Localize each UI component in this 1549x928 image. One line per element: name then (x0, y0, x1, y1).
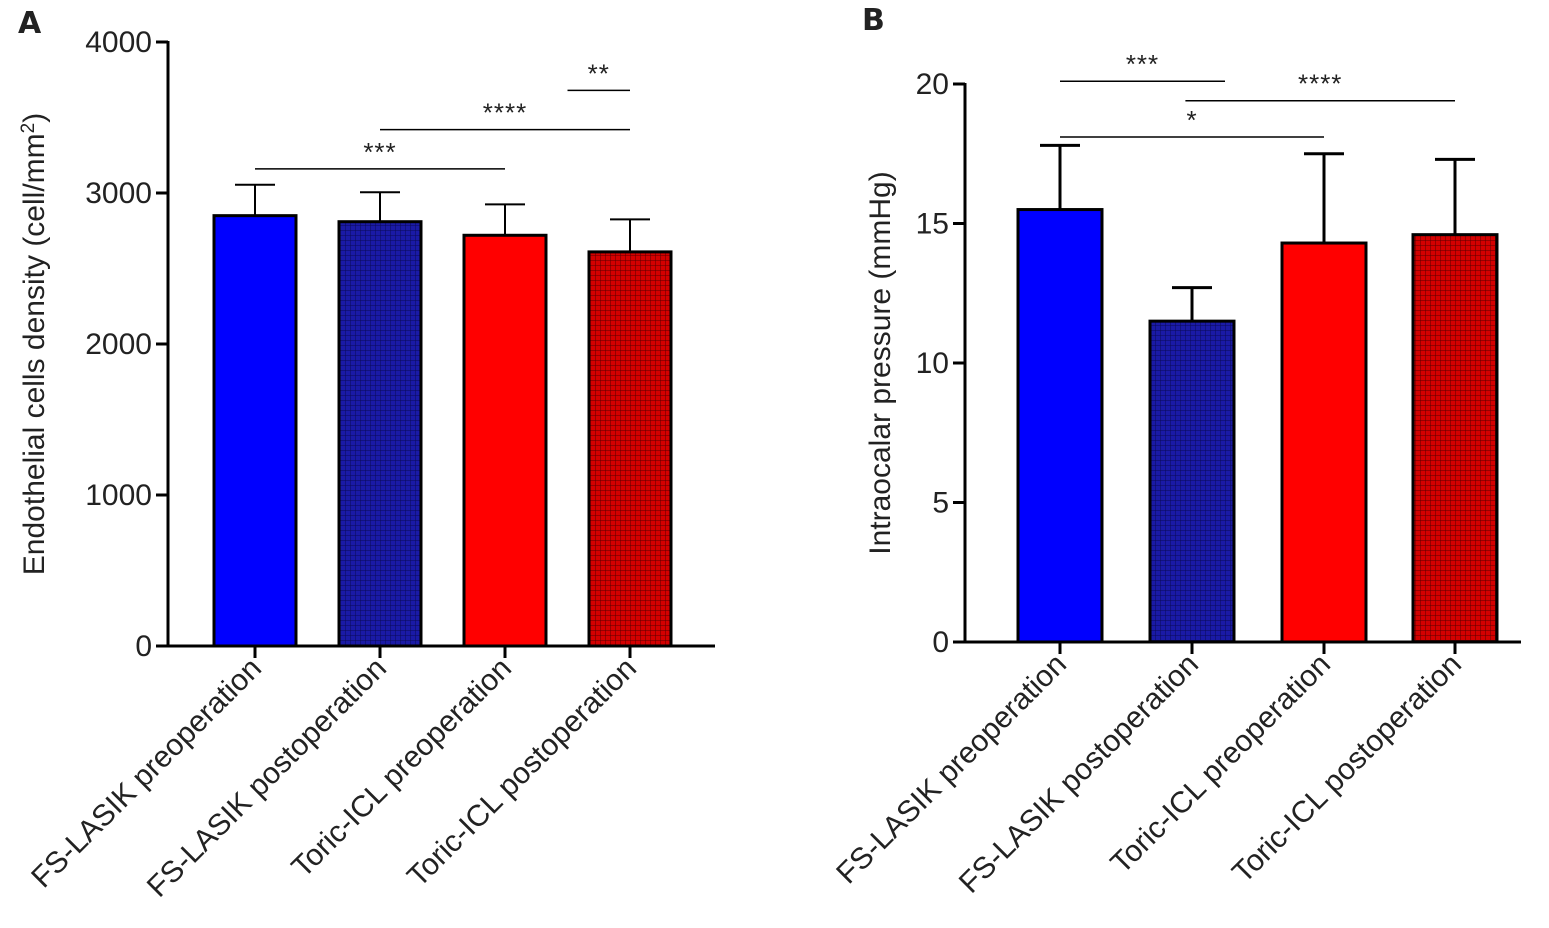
y-tick-label: 3000 (85, 177, 152, 210)
y-tick-label: 5 (932, 487, 949, 520)
significance-label: *** (363, 137, 396, 167)
endothelial-density-chart: 0 1000 2000 3000 4000 FS-LASIK preoperationFS… (18, 26, 715, 904)
significance-label: *** (1126, 49, 1159, 79)
y-tick-label: 0 (932, 626, 949, 659)
x-tick-label: FS-LASIK postoperation (953, 648, 1205, 900)
bar (212, 214, 298, 648)
x-tick-label: Toric-ICL postoperation (1226, 648, 1468, 890)
significance-label: **** (483, 98, 527, 128)
bar (1148, 319, 1236, 644)
y-axis-label-superscript: 2 (18, 123, 39, 134)
panel-b: B 0 5 10 15 20 FS-LASIK preoperationFS-LASIK … (830, 3, 1521, 900)
y-tick-label: 15 (916, 208, 949, 241)
y-tick-label: 0 (135, 630, 152, 663)
y-tick-label: 1000 (85, 479, 152, 512)
y-axis-label: Intraocalar pressure (mmHg) (864, 171, 897, 554)
y-tick-label: 2000 (85, 328, 152, 361)
y-axis-label-end: ) (18, 113, 51, 123)
x-tick-label: FS-LASIK preoperation (830, 648, 1073, 891)
panel-label-b: B (862, 3, 885, 38)
significance-label: ** (588, 58, 610, 88)
significance-label: **** (1298, 69, 1342, 99)
bar (1280, 241, 1368, 644)
panel-a: A 0 1000 2000 3000 4000 FS-LASIK preoperation… (18, 6, 715, 904)
panel-label-a: A (18, 6, 42, 41)
bar (337, 220, 423, 648)
bar (1411, 233, 1499, 644)
x-tick-label: FS-LASIK postoperation (141, 652, 393, 904)
y-tick-label: 10 (916, 347, 949, 380)
bar (462, 233, 548, 648)
bar (1016, 208, 1104, 644)
x-tick-label: Toric-ICL preoperation (286, 652, 518, 884)
significance-label: * (1186, 105, 1197, 135)
x-tick-label: Toric-ICL preoperation (1105, 648, 1337, 880)
y-axis-label: Endothelial cells density (cell/mm2) (18, 113, 52, 575)
y-tick-label: 20 (916, 68, 949, 101)
y-tick-label: 4000 (85, 26, 152, 59)
x-tick-label: Toric-ICL postoperation (401, 652, 643, 894)
x-tick-label: FS-LASIK preoperation (25, 652, 268, 895)
bar (587, 250, 673, 648)
